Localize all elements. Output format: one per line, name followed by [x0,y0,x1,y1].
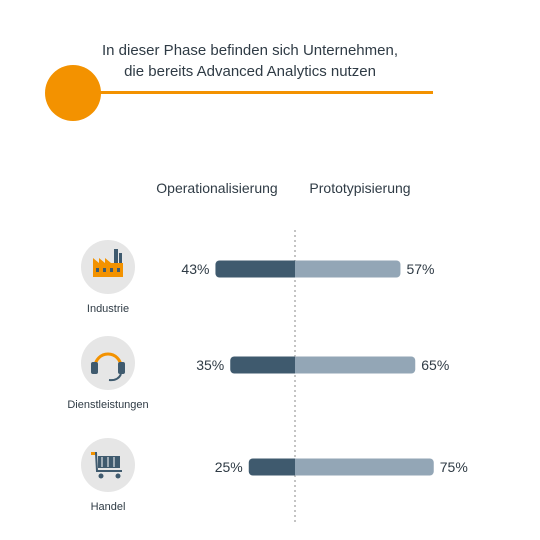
chart-title: In dieser Phase befinden sich Unternehme… [70,40,430,82]
factory-body [93,263,123,277]
cart-wheel [98,473,104,479]
factory-icon [81,240,135,294]
shopping-cart-icon [81,438,135,492]
bar-operationalisierung [215,260,295,278]
icon-background [81,336,135,390]
headset-icon [81,336,135,390]
cart-handle [91,452,95,455]
bar-prototypisierung [295,458,434,476]
accent-line [73,91,433,94]
chart-row-handel: Handel 25% 75% [81,438,468,513]
factory-chimney-2 [119,253,122,263]
cart-basket [98,456,120,468]
title-line-1: In dieser Phase befinden sich Unternehme… [101,42,398,59]
data-label-prototypisierung: 65% [421,357,449,373]
headset-ear-right [118,362,125,374]
cart-wheel [115,473,121,479]
bar-operationalisierung [230,356,295,374]
chart-row-dienstleistungen: Dienstleistungen 35% 65% [67,336,449,411]
factory-window [103,268,106,272]
data-label-operationalisierung: 43% [181,261,209,277]
factory-window [110,268,113,272]
headset-mic [108,373,122,382]
headset-ear-left [91,362,98,374]
series-label-operationalisierung: Operationalisierung [156,180,277,196]
data-label-prototypisierung: 57% [406,261,434,277]
data-label-operationalisierung: 25% [215,459,243,475]
category-label: Handel [91,501,126,513]
category-label: Dienstleistungen [67,399,148,411]
bar-prototypisierung [295,260,401,278]
series-label-prototypisierung: Prototypisierung [309,180,410,196]
factory-roof [93,258,111,263]
bar-operationalisierung [248,458,295,476]
factory-chimney [114,249,118,263]
bar-prototypisierung [295,356,416,374]
factory-window [96,268,99,272]
chart-row-industrie: Industrie 43% 57% [81,240,434,315]
factory-window [117,268,120,272]
data-label-prototypisierung: 75% [440,459,468,475]
category-label: Industrie [87,303,129,315]
data-label-operationalisierung: 35% [196,357,224,373]
title-line-2: die bereits Advanced Analytics nutzen [124,63,376,80]
